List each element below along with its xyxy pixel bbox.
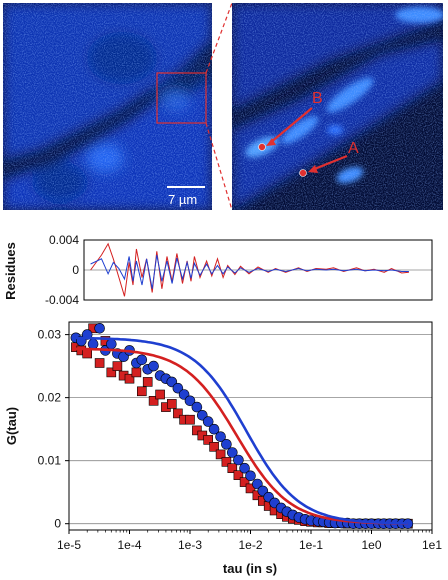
g-tau-fit-1 [75,336,408,525]
g-tau-square-point [173,408,183,419]
residues-ticks: 0.004 0 -0.004 [45,233,79,307]
g-tau-square-point [155,389,165,400]
g-tau-square-point [233,470,244,481]
residues-plot: 0.004 0 -0.004 Residues [3,233,433,307]
correlation-y-tick: 0.01 [38,454,62,468]
g-tau-square-point [221,457,232,467]
g-tau-circle-point [239,462,250,474]
residues-series-0 [90,242,409,297]
g-tau-square-point [112,361,123,371]
g-tau-circle-point [87,338,99,350]
g-tau-square-point [106,367,117,378]
g-tau-circle-point [184,395,196,407]
correlation-x-tick: 1e-2 [238,538,262,552]
g-tau-circle-point [202,416,214,427]
correlation-grid [69,334,432,525]
g-tau-square-point [131,367,142,378]
g-tau-circle-point [221,438,232,450]
g-tau-square-point [209,441,219,452]
g-tau-square-point [94,358,105,368]
micrograph-overview [3,3,212,210]
g-tau-circle-point [227,447,238,458]
g-tau-circle-point [215,431,226,443]
residues-axis-label: Residues [3,242,18,300]
correlation-x-tick: 1e0 [361,538,381,552]
g-tau-square-point [142,377,153,387]
residues-y-tick: 0 [72,263,79,277]
zoom-connector-bottom [205,122,233,211]
g-tau-square-point [203,435,213,445]
g-tau-square-point [137,386,147,397]
g-tau-circle-point [191,401,203,413]
g-tau-square-point [124,373,135,384]
residues-y-tick: -0.004 [45,293,79,307]
g-tau-square-point [167,399,177,409]
g-tau-circle-point [233,454,244,466]
g-tau-circle-point [136,354,148,366]
g-tau-square-point [148,395,159,406]
residues-y-tick: 0.004 [49,233,79,247]
correlation-x-tick: 1e1 [422,538,442,552]
micrograph-zoom [232,3,443,210]
g-tau-square-point [215,449,226,460]
point-a-marker: A [299,140,359,177]
correlation-y-tick: 0.03 [38,328,62,342]
zoom-region-box [156,72,207,124]
g-tau-circle-point [208,423,220,435]
correlation-y-tick: 0 [54,517,61,531]
correlation-y-tick: 0.02 [38,391,62,405]
g-tau-square-point [227,463,238,474]
g-tau-circle-point [148,360,159,372]
correlation-series [70,322,414,530]
g-tau-square-point [185,414,195,425]
g-tau-circle-point [172,382,184,394]
g-tau-square-point [239,477,250,487]
correlation-ticks: 0.03 0.02 0.01 0 1e-5 1e-4 1e-3 1e-2 1e-1 1e0 1e1 [38,328,443,552]
g-tau-circle-point [94,322,105,334]
correlation-x-tick: 1e-4 [117,538,141,552]
correlation-x-tick: 1e-5 [57,538,81,552]
residues-series [90,242,409,297]
g-tau-circle-point [106,338,117,350]
residues-series-1 [90,254,409,289]
point-a-label: A [348,140,359,157]
g-tau-circle-point [245,470,256,482]
zoom-connector-top [205,2,233,74]
correlation-y-axis-label: G(tau) [4,407,19,445]
correlation-x-tick: 1e-3 [178,538,202,552]
g-tau-square-point [192,425,202,436]
correlation-x-tick: 1e-1 [299,538,323,552]
correlation-x-axis-label: tau (in s) [223,561,277,576]
point-b-marker: B [258,90,323,151]
point-b-label: B [312,90,323,107]
scale-bar-label: 7 µm [168,192,197,207]
residues-frame [83,239,433,301]
